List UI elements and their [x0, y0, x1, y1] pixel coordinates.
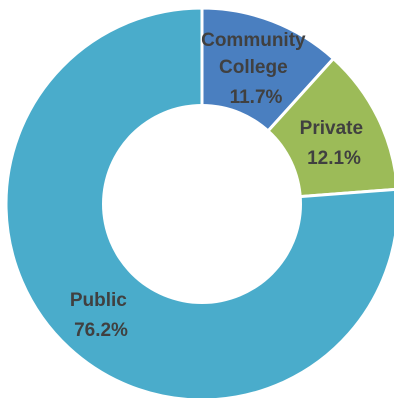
slice-name-line-1: Community [201, 30, 306, 51]
slice-value-community-college: 11.7% [230, 87, 283, 108]
slice-label-public: Public 76.2% [70, 290, 132, 341]
slice-label-private: Private 12.1% [300, 118, 369, 169]
slice-label-community-college: Community College 11.7% [201, 30, 311, 108]
slice-name-line-2: College [219, 57, 288, 78]
slice-value-public: 76.2% [74, 320, 128, 341]
slice-name-public: Public [70, 290, 127, 311]
donut-hole [102, 104, 302, 304]
slice-name-private: Private [300, 118, 363, 139]
slice-value-private: 12.1% [307, 148, 361, 169]
